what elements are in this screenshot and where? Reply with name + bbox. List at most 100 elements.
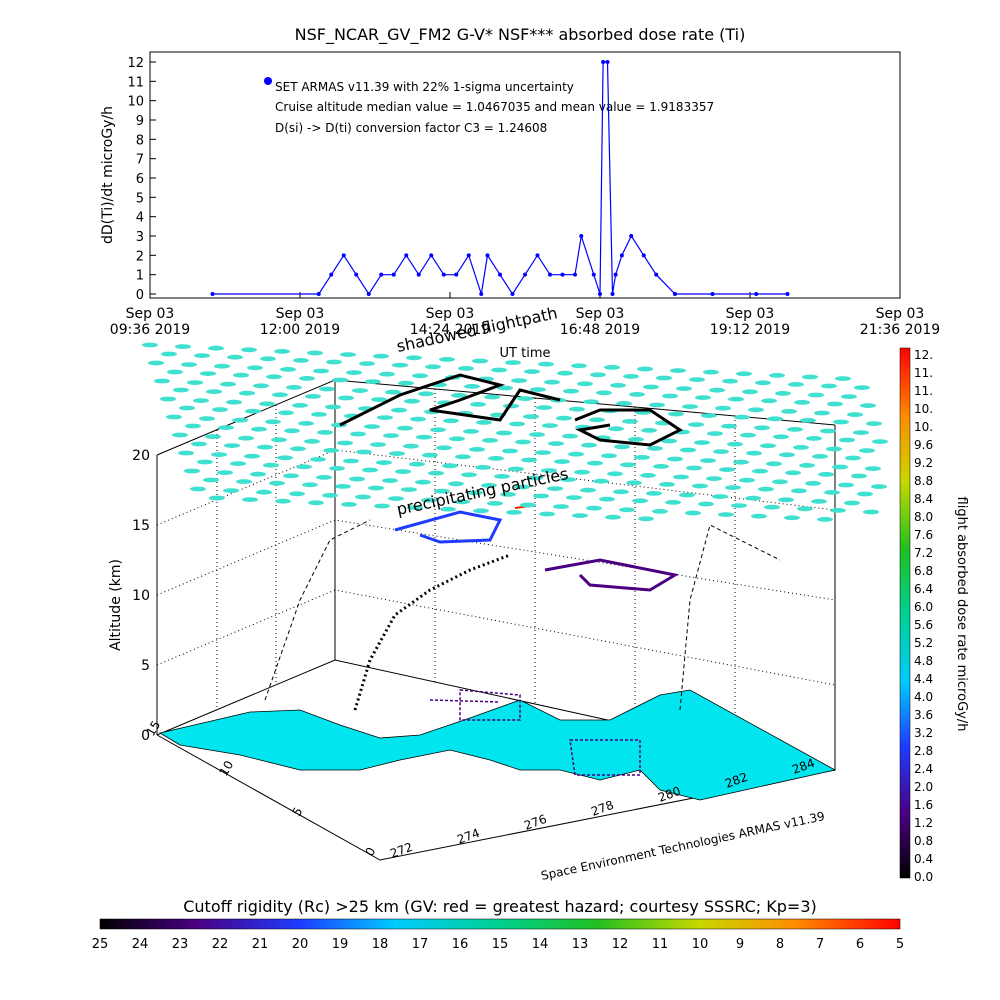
rigidity-colorbar-tick: 8 bbox=[776, 937, 784, 952]
particle bbox=[800, 418, 816, 423]
particle bbox=[193, 398, 209, 403]
particle bbox=[346, 370, 362, 375]
particle bbox=[562, 433, 578, 439]
particle bbox=[179, 405, 195, 411]
particle bbox=[349, 476, 365, 482]
particle bbox=[260, 356, 276, 362]
dose-colorbar-tick: 12. bbox=[914, 348, 933, 362]
particle bbox=[745, 495, 761, 501]
dose-colorbar-tick: 8.8 bbox=[914, 474, 933, 488]
dose-colorbar-tick: 0.4 bbox=[914, 852, 933, 866]
y-tick-label: 11 bbox=[127, 75, 144, 90]
particle bbox=[779, 452, 795, 458]
particle bbox=[794, 400, 810, 405]
dose-colorbar-tick: 11. bbox=[914, 366, 933, 380]
particle bbox=[665, 500, 681, 505]
y-tick-label: 3 bbox=[136, 230, 144, 245]
plot-frame bbox=[149, 51, 901, 299]
particle bbox=[656, 375, 672, 381]
particle bbox=[847, 412, 863, 417]
data-point bbox=[479, 292, 484, 296]
particle bbox=[368, 485, 384, 491]
particle bbox=[608, 426, 624, 432]
particle bbox=[382, 478, 398, 483]
z-tick-label: 5 bbox=[141, 658, 150, 674]
particle bbox=[764, 504, 780, 510]
particle bbox=[700, 458, 716, 463]
particle bbox=[496, 430, 512, 436]
particle bbox=[568, 451, 584, 457]
particle bbox=[259, 401, 275, 407]
rigidity-colorbar-tick: 20 bbox=[292, 937, 309, 952]
rigidity-colorbar-tick: 19 bbox=[332, 937, 349, 952]
particle bbox=[682, 404, 698, 409]
particle bbox=[515, 439, 531, 445]
particle bbox=[586, 505, 602, 511]
particle bbox=[686, 465, 702, 471]
particle bbox=[365, 379, 381, 384]
particle bbox=[514, 484, 530, 490]
particle bbox=[256, 489, 272, 495]
annotation-conversion: D(si) -> D(ti) conversion factor C3 = 1.… bbox=[275, 121, 547, 135]
series-points bbox=[210, 60, 790, 296]
ocean-map bbox=[158, 689, 837, 801]
particle bbox=[833, 419, 849, 425]
particle bbox=[758, 486, 774, 492]
particle bbox=[571, 363, 587, 369]
particle bbox=[649, 402, 665, 408]
particle bbox=[767, 416, 783, 422]
particle bbox=[290, 446, 306, 452]
y-tick-label: 10 bbox=[127, 95, 144, 110]
particle bbox=[184, 468, 200, 474]
particle bbox=[434, 488, 450, 494]
particle bbox=[440, 506, 456, 512]
particle bbox=[409, 461, 425, 467]
lon-tick-label: 278 bbox=[589, 798, 615, 819]
data-point bbox=[610, 292, 615, 296]
particle bbox=[541, 468, 557, 473]
chart-title: NSF_NCAR_GV_FM2 G-V* NSF*** absorbed dos… bbox=[295, 25, 746, 45]
rigidity-colorbar-tick: 25 bbox=[92, 937, 109, 952]
z-axis-ticks: 0 5 10 15 20 bbox=[132, 448, 150, 744]
particle bbox=[241, 347, 257, 353]
particle bbox=[733, 459, 749, 465]
particle bbox=[506, 510, 522, 515]
particle bbox=[250, 471, 266, 477]
particle bbox=[623, 374, 639, 379]
particle bbox=[401, 487, 417, 492]
lon-tick-label: 274 bbox=[455, 826, 481, 847]
particle bbox=[778, 497, 794, 503]
particle bbox=[605, 514, 621, 520]
particle bbox=[167, 369, 183, 375]
data-point bbox=[416, 272, 421, 277]
particle bbox=[218, 425, 234, 430]
particle bbox=[407, 505, 423, 510]
particle bbox=[640, 473, 656, 478]
particle bbox=[713, 449, 729, 454]
rigidity-colorbar-tick: 13 bbox=[572, 937, 589, 952]
particle bbox=[832, 464, 848, 470]
particle bbox=[754, 425, 770, 431]
particle bbox=[242, 497, 258, 502]
rigidity-colorbar-tick: 17 bbox=[412, 937, 429, 952]
data-point bbox=[605, 60, 610, 64]
data-point bbox=[485, 253, 490, 258]
particle bbox=[175, 344, 191, 349]
particle bbox=[820, 428, 836, 434]
particle bbox=[443, 418, 459, 424]
floor-flightpath-east bbox=[569, 739, 641, 776]
particle bbox=[142, 342, 158, 348]
particle bbox=[746, 450, 762, 456]
particle bbox=[289, 491, 305, 497]
particle bbox=[257, 444, 273, 450]
particle bbox=[752, 468, 768, 474]
particle bbox=[430, 427, 446, 433]
particle bbox=[785, 470, 801, 476]
x-tick-label-time: 14:24 2019 bbox=[410, 322, 490, 338]
particle bbox=[371, 397, 387, 402]
dose-colorbar-tick: 2.0 bbox=[914, 780, 933, 794]
dose-colorbar-tick: 0.8 bbox=[914, 834, 933, 848]
particle bbox=[223, 488, 239, 493]
particle bbox=[323, 448, 339, 453]
particle bbox=[725, 485, 741, 490]
